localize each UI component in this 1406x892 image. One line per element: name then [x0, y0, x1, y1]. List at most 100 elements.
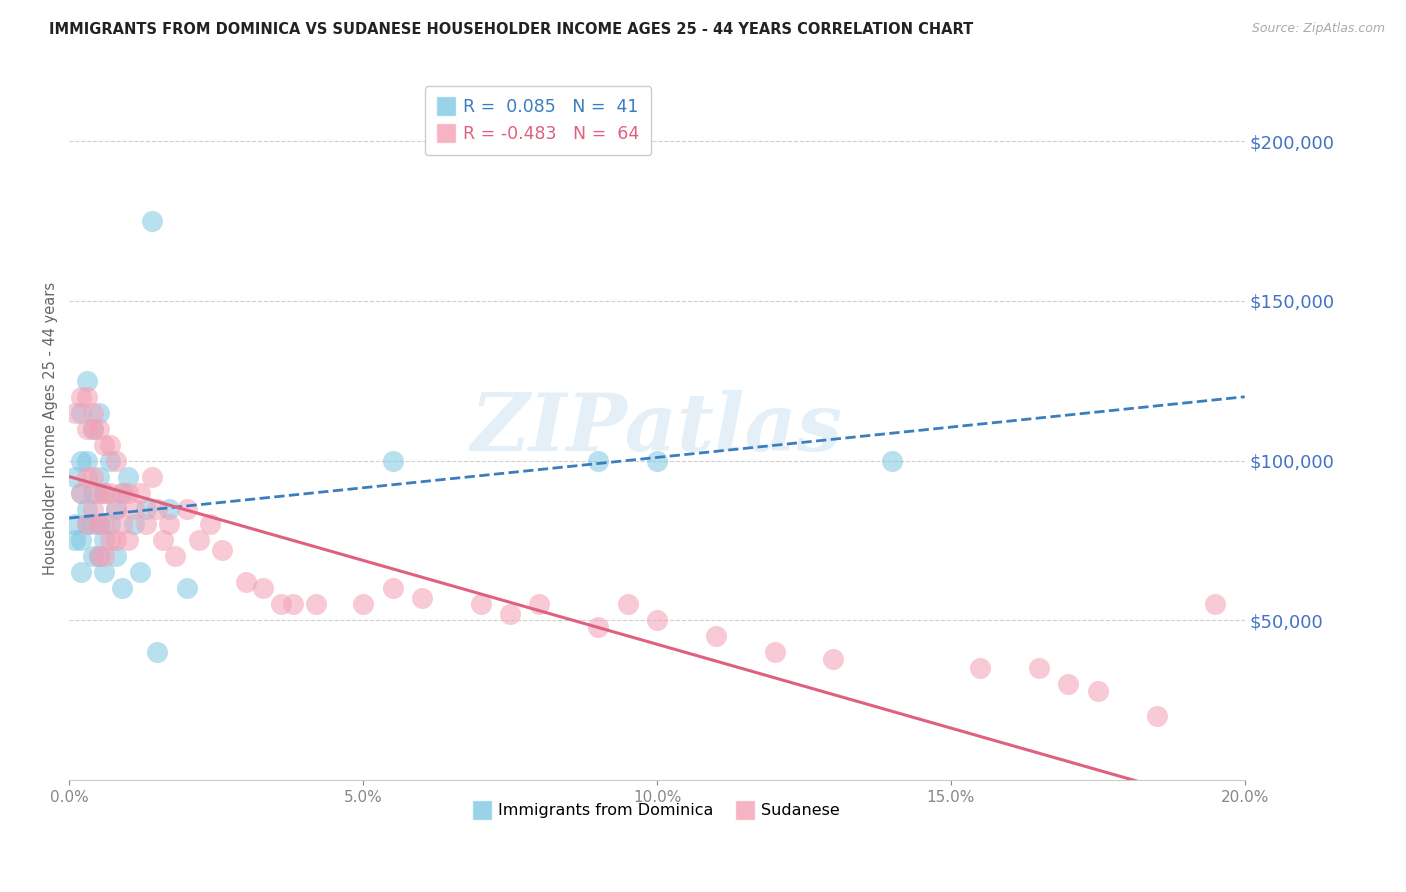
Point	[187, 533, 209, 548]
Point	[82, 406, 104, 420]
Point	[117, 485, 139, 500]
Point	[76, 517, 98, 532]
Point	[381, 453, 404, 467]
Point	[70, 453, 93, 467]
Point	[82, 485, 104, 500]
Text: Source: ZipAtlas.com: Source: ZipAtlas.com	[1251, 22, 1385, 36]
Point	[1146, 709, 1168, 723]
Point	[704, 629, 727, 643]
Point	[70, 485, 93, 500]
Point	[645, 453, 668, 467]
Point	[1087, 683, 1109, 698]
Point	[63, 533, 86, 548]
Point	[117, 469, 139, 483]
Point	[128, 485, 150, 500]
Y-axis label: Householder Income Ages 25 - 44 years: Householder Income Ages 25 - 44 years	[44, 282, 58, 575]
Point	[100, 453, 122, 467]
Point	[82, 422, 104, 436]
Point	[252, 582, 274, 596]
Point	[70, 566, 93, 580]
Point	[105, 549, 128, 564]
Point	[111, 485, 134, 500]
Point	[281, 597, 304, 611]
Point	[87, 485, 110, 500]
Point	[82, 501, 104, 516]
Point	[176, 501, 198, 516]
Point	[63, 406, 86, 420]
Point	[616, 597, 638, 611]
Point	[270, 597, 292, 611]
Point	[529, 597, 551, 611]
Point	[969, 661, 991, 675]
Point	[128, 566, 150, 580]
Point	[1057, 677, 1080, 691]
Point	[87, 422, 110, 436]
Point	[93, 566, 115, 580]
Point	[93, 549, 115, 564]
Point	[87, 517, 110, 532]
Point	[93, 517, 115, 532]
Point	[135, 517, 157, 532]
Point	[76, 517, 98, 532]
Point	[211, 543, 233, 558]
Point	[70, 406, 93, 420]
Point	[82, 517, 104, 532]
Point	[235, 574, 257, 589]
Point	[93, 533, 115, 548]
Point	[87, 406, 110, 420]
Point	[111, 485, 134, 500]
Point	[105, 501, 128, 516]
Point	[63, 517, 86, 532]
Point	[882, 453, 904, 467]
Text: ZIPatlas: ZIPatlas	[471, 390, 844, 467]
Point	[100, 517, 122, 532]
Point	[100, 485, 122, 500]
Point	[152, 533, 174, 548]
Point	[645, 613, 668, 627]
Point	[93, 485, 115, 500]
Point	[82, 469, 104, 483]
Point	[122, 501, 145, 516]
Point	[141, 214, 163, 228]
Point	[105, 533, 128, 548]
Point	[111, 517, 134, 532]
Point	[411, 591, 433, 605]
Point	[157, 501, 180, 516]
Point	[76, 390, 98, 404]
Point	[70, 485, 93, 500]
Point	[70, 533, 93, 548]
Point	[146, 645, 169, 659]
Point	[87, 549, 110, 564]
Point	[93, 485, 115, 500]
Point	[1204, 597, 1226, 611]
Point	[763, 645, 786, 659]
Point	[200, 517, 222, 532]
Point	[87, 469, 110, 483]
Point	[157, 517, 180, 532]
Point	[76, 422, 98, 436]
Point	[76, 453, 98, 467]
Point	[1028, 661, 1050, 675]
Point	[141, 469, 163, 483]
Point	[135, 501, 157, 516]
Point	[76, 469, 98, 483]
Point	[146, 501, 169, 516]
Text: IMMIGRANTS FROM DOMINICA VS SUDANESE HOUSEHOLDER INCOME AGES 25 - 44 YEARS CORRE: IMMIGRANTS FROM DOMINICA VS SUDANESE HOU…	[49, 22, 973, 37]
Point	[586, 620, 609, 634]
Point	[63, 469, 86, 483]
Point	[87, 517, 110, 532]
Point	[105, 453, 128, 467]
Point	[305, 597, 328, 611]
Point	[82, 549, 104, 564]
Point	[163, 549, 186, 564]
Point	[176, 582, 198, 596]
Point	[76, 374, 98, 388]
Point	[82, 422, 104, 436]
Point	[352, 597, 374, 611]
Point	[76, 501, 98, 516]
Point	[470, 597, 492, 611]
Point	[499, 607, 522, 621]
Point	[381, 582, 404, 596]
Point	[100, 533, 122, 548]
Point	[100, 438, 122, 452]
